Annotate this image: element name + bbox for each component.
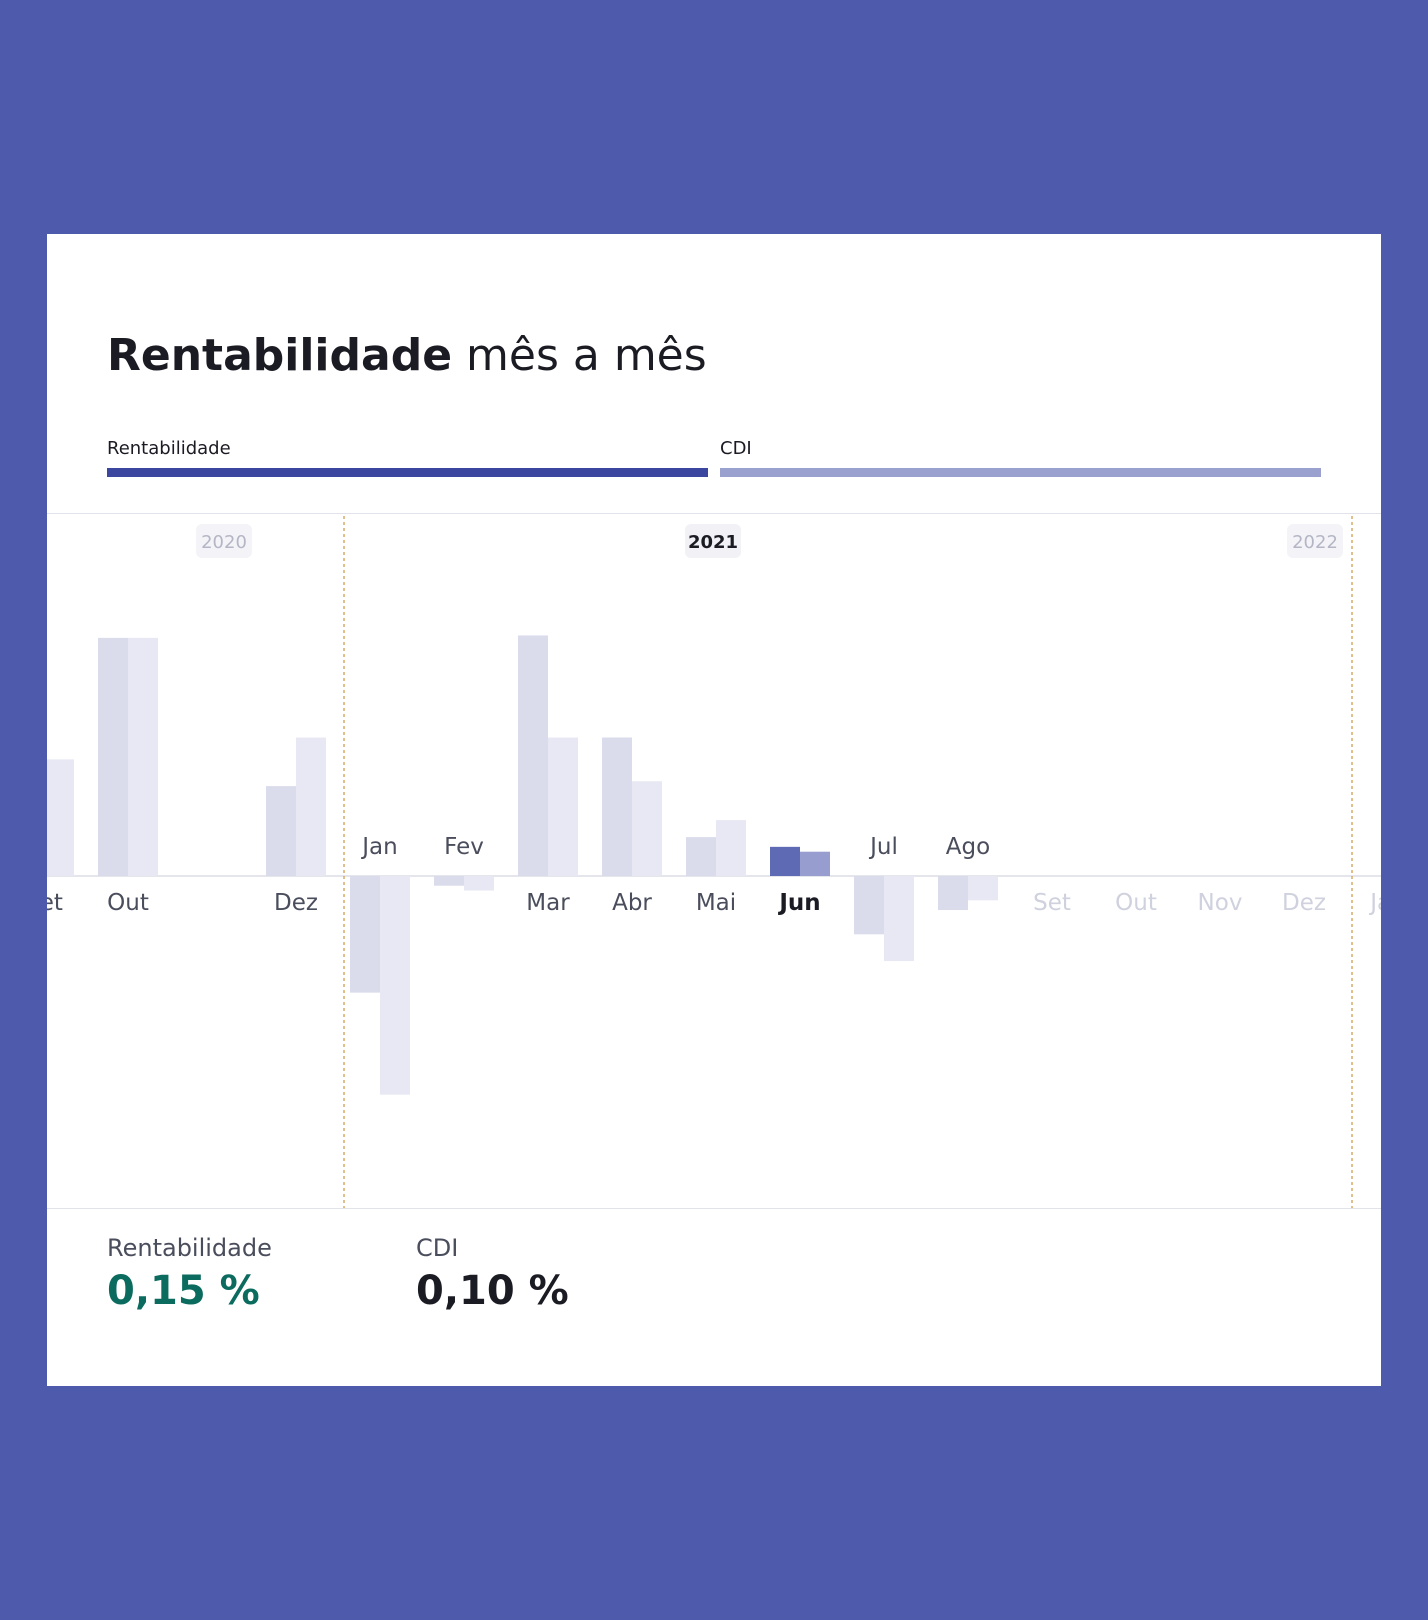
month-label-mai-8: Mai: [696, 890, 736, 916]
year-badge-2020: 2020: [201, 532, 247, 553]
rentabilidade-card: Rentabilidade mês a mês Rentabilidade CD…: [47, 234, 1381, 1386]
month-label-out-13: Out: [1115, 890, 1157, 916]
summary-cdi-label: CDI: [416, 1234, 459, 1262]
bar-cdi-mai-8: [716, 820, 746, 876]
bar-rentabilidade-jan-4: [350, 876, 380, 993]
bar-rentabilidade-abr-7: [602, 737, 632, 876]
month-label-jan-4: Jan: [360, 834, 397, 860]
bar-cdi-mar-6: [548, 737, 578, 876]
month-label-set-12: Set: [1033, 890, 1071, 916]
tab-cdi-bar: [720, 468, 1321, 477]
bar-rentabilidade-mai-8: [686, 837, 716, 876]
year-badge-2021: 2021: [688, 532, 738, 553]
summary-cdi: CDI 0,10 %: [416, 1234, 569, 1314]
bar-rentabilidade-jul-10: [854, 876, 884, 935]
month-label-dez-15: Dez: [1282, 890, 1326, 916]
year-badge-bg-2022: [1287, 524, 1343, 558]
tab-cdi[interactable]: CDI: [720, 438, 1321, 477]
bar-cdi-jul-10: [884, 876, 914, 962]
title-rest: mês a mês: [452, 330, 707, 381]
month-label-out-1: Out: [107, 890, 149, 916]
bar-rentabilidade-jun-9: [770, 846, 800, 876]
bar-rentabilidade-dez-3: [266, 786, 296, 876]
year-badge-2022: 2022: [1292, 532, 1338, 553]
month-label-nov-14: Nov: [1198, 890, 1243, 916]
year-badge-bg-2021: [685, 524, 741, 558]
summary-rentabilidade-label: Rentabilidade: [107, 1234, 272, 1262]
bar-rentabilidade-out-1: [98, 637, 128, 876]
summary-rentabilidade-value: 0,15 %: [107, 1268, 260, 1314]
summary-cdi-value: 0,10 %: [416, 1268, 569, 1314]
bar-rentabilidade-fev-5: [434, 876, 464, 886]
page-title: Rentabilidade mês a mês: [107, 330, 707, 381]
year-badge-bg-2020: [196, 524, 252, 558]
monthly-bar-chart[interactable]: 2020 2021 2022 Set Out Dez Jan Fev Mar Abr Mai Jun J…: [47, 514, 1381, 1208]
month-label-mar-6: Mar: [526, 890, 570, 916]
month-label-set-0: Set: [47, 890, 63, 916]
chart-bottom-divider: [47, 1208, 1381, 1209]
month-label-abr-7: Abr: [612, 890, 652, 916]
bar-rentabilidade-mar-6: [518, 635, 548, 876]
bar-cdi-set-0: [47, 759, 74, 876]
bar-cdi-dez-3: [296, 737, 326, 876]
bar-cdi-abr-7: [632, 781, 662, 876]
tab-rentabilidade-label: Rentabilidade: [107, 438, 231, 459]
bar-cdi-jan-4: [380, 876, 410, 1095]
month-label-jun-9: Jun: [777, 890, 820, 916]
tab-cdi-label: CDI: [720, 438, 752, 459]
bar-cdi-jun-9: [800, 851, 830, 876]
bar-cdi-fev-5: [464, 876, 494, 891]
bar-rentabilidade-ago-11: [938, 876, 968, 911]
month-label-fev-5: Fev: [444, 834, 484, 860]
bar-cdi-ago-11: [968, 876, 998, 901]
month-label-jul-10: Jul: [868, 834, 898, 860]
month-label-ago-11: Ago: [946, 834, 990, 860]
title-bold: Rentabilidade: [107, 330, 453, 381]
bar-cdi-out-1: [128, 637, 158, 876]
chart-top-divider: [47, 513, 1381, 514]
summary-rentabilidade: Rentabilidade 0,15 %: [107, 1234, 272, 1314]
tab-rentabilidade-bar: [107, 468, 708, 477]
month-label-dez-3: Dez: [274, 890, 318, 916]
month-label-jan-16: Jan: [1368, 890, 1381, 916]
tab-rentabilidade[interactable]: Rentabilidade: [107, 438, 708, 477]
